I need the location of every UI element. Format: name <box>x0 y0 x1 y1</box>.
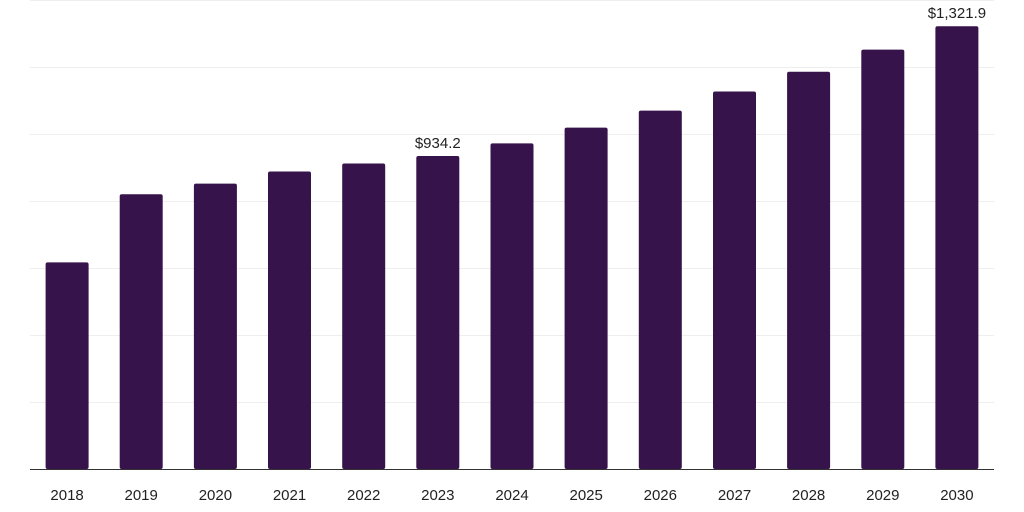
x-tick-label: 2018 <box>50 487 83 504</box>
data-labels: $934.2 $1,321.9 <box>415 5 986 152</box>
bar-2024[interactable] <box>490 143 534 469</box>
bar-2023[interactable] <box>416 156 460 469</box>
x-tick-label: 2026 <box>644 487 677 504</box>
bar-2030[interactable] <box>935 26 979 469</box>
bar-2020[interactable] <box>193 183 237 469</box>
x-tick-label: 2028 <box>792 487 825 504</box>
x-tick-labels: 2018 2019 2020 2021 2022 2023 2024 2025 2026 2027… <box>50 487 973 504</box>
x-tick-label: 2024 <box>495 487 528 504</box>
x-tick-label: 2030 <box>940 487 973 504</box>
x-tick-label: 2020 <box>199 487 232 504</box>
x-tick-label: 2025 <box>570 487 603 504</box>
x-tick-label: 2023 <box>421 487 454 504</box>
x-tick-label: 2029 <box>866 487 899 504</box>
x-tick-label: 2021 <box>273 487 306 504</box>
bars <box>45 26 979 470</box>
bar-2019[interactable] <box>119 194 163 469</box>
bar-2022[interactable] <box>342 163 386 470</box>
x-tick-label: 2027 <box>718 487 751 504</box>
x-tick-label: 2019 <box>125 487 158 504</box>
x-tick-label: 2022 <box>347 487 380 504</box>
bar-2028[interactable] <box>787 71 831 469</box>
bar-2025[interactable] <box>564 127 608 469</box>
bar-2026[interactable] <box>638 110 682 469</box>
bar-2029[interactable] <box>861 49 905 469</box>
bar-2021[interactable] <box>268 171 311 470</box>
bar-2027[interactable] <box>713 91 756 470</box>
data-label-2023: $934.2 <box>415 135 461 152</box>
bar-2018[interactable] <box>45 262 89 469</box>
data-label-2030: $1,321.9 <box>928 5 986 22</box>
